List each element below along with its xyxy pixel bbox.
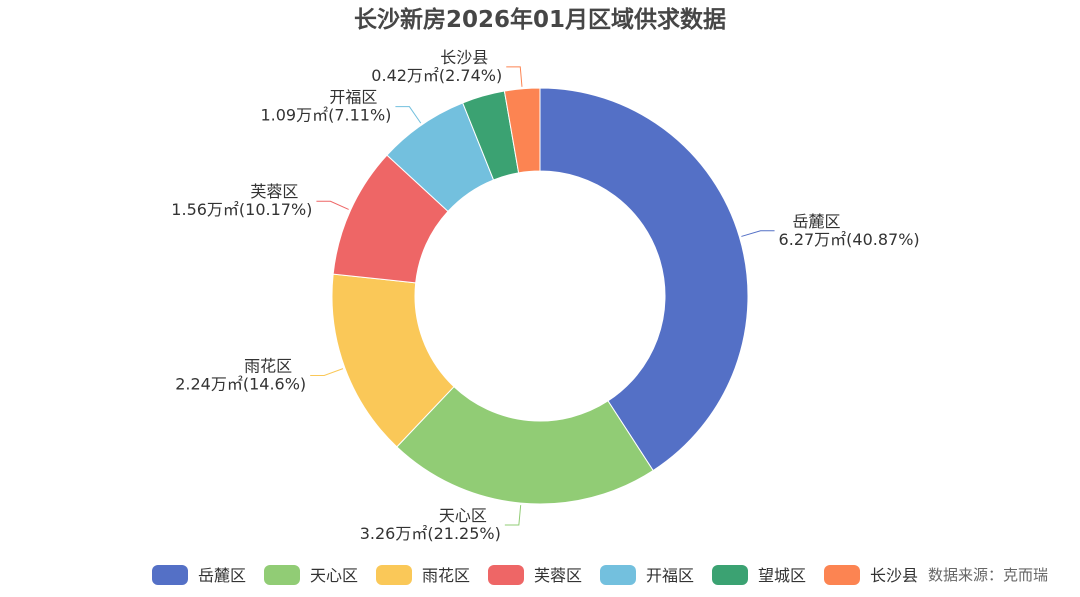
source-text: 数据来源：克而瑞 (928, 566, 1048, 584)
label-line-1 (741, 230, 775, 237)
slice-name-label-2: 天心区 (439, 506, 487, 525)
legend-swatch-1[interactable] (152, 565, 188, 585)
pie-slice-1[interactable] (539, 87, 749, 472)
slice-value-label-1: 6.27万㎡(40.87%) (779, 230, 920, 249)
slice-value-label-4: 1.56万㎡(10.17%) (171, 200, 312, 219)
legend-swatch-4[interactable] (488, 565, 524, 585)
legend-label-6[interactable]: 望城区 (758, 566, 806, 585)
legend-label-4[interactable]: 芙蓉区 (534, 566, 582, 585)
slice-value-label-5: 1.09万㎡(7.11%) (260, 106, 391, 125)
legend-swatch-6[interactable] (712, 565, 748, 585)
label-line-2 (504, 505, 522, 526)
slice-value-label-7: 0.42万㎡(2.74%) (371, 66, 502, 85)
legend-swatch-2[interactable] (264, 565, 300, 585)
slice-value-label-3: 2.24万㎡(14.6%) (175, 375, 306, 394)
legend-swatch-3[interactable] (376, 565, 412, 585)
label-line-7 (506, 66, 523, 87)
legend: 岳麓区 天心区 雨花区 芙蓉区 开福区 望城区 长沙县 (152, 565, 918, 585)
legend-label-7[interactable]: 长沙县 (870, 566, 918, 585)
slice-name-label-5: 开福区 (329, 88, 377, 107)
legend-label-3[interactable]: 雨花区 (422, 566, 470, 585)
pie-slice-7[interactable] (503, 87, 541, 174)
pie-slice-2[interactable] (396, 385, 654, 505)
slices-layer (331, 87, 749, 505)
slice-name-label-4: 芙蓉区 (250, 182, 298, 201)
legend-swatch-7[interactable] (824, 565, 860, 585)
slice-name-label-7: 长沙县 (440, 48, 488, 67)
slice-value-label-2: 3.26万㎡(21.25%) (360, 524, 501, 543)
legend-label-5[interactable]: 开福区 (646, 566, 694, 585)
label-line-5 (395, 106, 422, 124)
chart-title: 长沙新房2026年01月区域供求数据 (354, 6, 726, 33)
legend-label-1[interactable]: 岳麓区 (198, 566, 246, 585)
label-line-3 (310, 368, 344, 377)
slice-name-label-1: 岳麓区 (793, 212, 841, 231)
legend-label-2[interactable]: 天心区 (310, 566, 358, 585)
legend-swatch-5[interactable] (600, 565, 636, 585)
label-line-4 (316, 200, 349, 210)
slice-name-label-3: 雨花区 (244, 357, 292, 376)
